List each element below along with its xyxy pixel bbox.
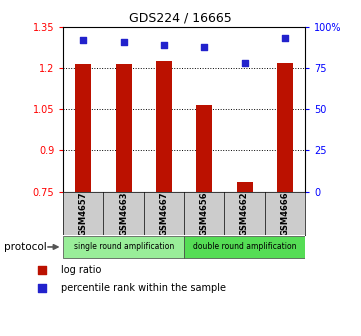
Point	[121, 39, 126, 44]
Point	[243, 12, 248, 18]
Point	[161, 42, 167, 48]
Bar	[236, 182, 253, 192]
Text: log ratio: log ratio	[61, 265, 101, 275]
Bar	[196, 105, 212, 192]
Bar	[63, 237, 184, 257]
Bar	[184, 237, 305, 257]
Bar	[156, 61, 172, 192]
Point	[282, 36, 288, 41]
Text: GSM4666: GSM4666	[280, 191, 290, 236]
Text: percentile rank within the sample: percentile rank within the sample	[61, 283, 226, 293]
Text: single round amplification: single round amplification	[74, 242, 174, 251]
Point	[81, 37, 86, 43]
Text: GSM4656: GSM4656	[200, 191, 209, 236]
Text: GSM4663: GSM4663	[119, 191, 128, 236]
Text: GSM4657: GSM4657	[79, 191, 88, 236]
Bar	[75, 64, 91, 192]
Point	[242, 60, 248, 66]
Text: protocol: protocol	[4, 242, 46, 252]
Text: GSM4667: GSM4667	[160, 191, 169, 236]
Point	[201, 44, 207, 49]
Bar	[277, 62, 293, 192]
Text: GSM4662: GSM4662	[240, 191, 249, 236]
Point	[243, 174, 248, 179]
Text: double round amplification: double round amplification	[193, 242, 296, 251]
Bar	[116, 64, 132, 192]
Text: GDS224 / 16665: GDS224 / 16665	[129, 12, 232, 25]
